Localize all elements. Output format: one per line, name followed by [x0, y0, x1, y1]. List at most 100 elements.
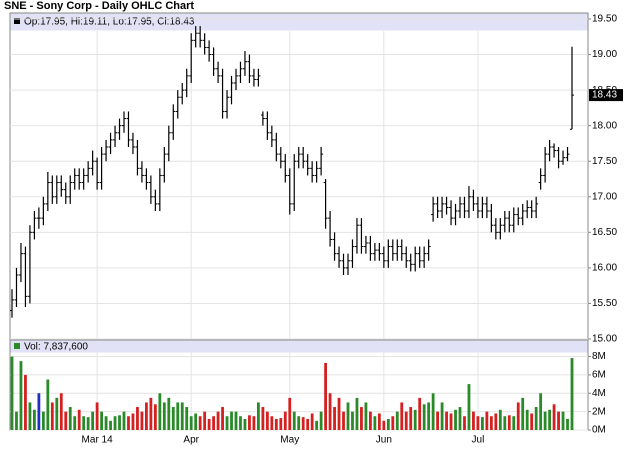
volume-bar	[203, 411, 207, 430]
y-tick-label: 4M	[592, 388, 606, 399]
price-legend-band	[10, 13, 588, 31]
volume-bar	[427, 402, 431, 430]
y-tick-label: 19.50	[592, 14, 617, 25]
volume-bar	[570, 358, 574, 430]
last-price-label: 18.43	[592, 90, 617, 101]
volume-bar	[516, 402, 520, 430]
volume-bar	[109, 420, 112, 430]
volume-bar	[503, 416, 507, 430]
marks	[10, 26, 574, 430]
volume-bar	[73, 416, 77, 430]
volume-bar	[301, 417, 305, 430]
volume-bar	[458, 407, 462, 430]
volume-bar	[476, 416, 480, 430]
x-tick-label: May	[280, 435, 299, 446]
volume-bar	[100, 411, 103, 430]
volume-bar	[525, 409, 529, 430]
volume-bar	[64, 411, 68, 430]
volume-bar	[207, 418, 211, 430]
volume-bar	[386, 418, 390, 430]
volume-bar	[10, 356, 14, 430]
volume-bar	[543, 411, 547, 430]
volume-bar	[68, 407, 72, 430]
volume-bar	[507, 415, 511, 430]
y-tick-label: 17.50	[592, 156, 617, 167]
volume-bar	[342, 411, 345, 430]
volume-bar	[436, 411, 439, 430]
volume-bar	[422, 404, 426, 430]
chart-title: SNE - Sony Corp - Daily OHLC Chart	[4, 0, 194, 12]
volume-bar	[360, 407, 363, 430]
volume-bar	[512, 416, 516, 430]
y-tick-label: 15.50	[592, 298, 617, 309]
x-tick-label: Jun	[376, 435, 392, 446]
volume-bar	[113, 416, 117, 430]
volume-bar	[167, 397, 171, 430]
volume-bar	[33, 409, 36, 430]
volume-bar	[176, 402, 180, 430]
y-tick-label: 0M	[592, 425, 606, 436]
volume-bar	[328, 393, 332, 430]
volume-bar	[369, 411, 372, 430]
volume-bar	[557, 411, 560, 430]
last-price-box	[589, 89, 623, 102]
volume-bar	[55, 397, 59, 430]
volume-bar	[400, 402, 404, 430]
volume-bar	[373, 416, 377, 430]
volume-bar	[288, 397, 292, 430]
volume-bar	[485, 411, 489, 430]
y-tick-label: 16.50	[592, 227, 617, 238]
volume-bar	[162, 402, 166, 430]
price-panel	[9, 12, 589, 340]
volume-bar	[122, 411, 126, 430]
volume-bar	[319, 411, 323, 430]
volume-bar	[404, 411, 408, 430]
volume-bar	[561, 411, 565, 430]
volume-bar	[315, 420, 319, 430]
volume-bar	[467, 384, 471, 430]
volume-bar	[413, 409, 417, 430]
volume-bar	[548, 409, 551, 430]
volume-bar	[270, 416, 274, 430]
volume-bar	[149, 397, 153, 430]
volume-bar	[194, 413, 198, 430]
volume-bar	[189, 416, 193, 430]
volume-bar	[91, 411, 95, 430]
volume-bar	[445, 411, 448, 430]
volume-bar	[19, 361, 23, 430]
price-legend: Op:17.95, Hi:19.11, Lo:17.95, Cl:18.43	[24, 17, 195, 28]
y-tick-label: 17.00	[592, 191, 617, 202]
volume-bar	[180, 402, 184, 430]
volume-bar	[140, 411, 144, 430]
volume-bar	[498, 409, 502, 430]
volume-bar	[225, 416, 229, 430]
volume-bar	[185, 407, 189, 430]
volume-bar	[153, 404, 157, 430]
volume-bar	[364, 402, 368, 430]
volume-bar	[333, 407, 336, 430]
volume-bar	[131, 413, 135, 430]
volume-bar	[440, 402, 444, 430]
y-tick-label: 15.00	[592, 334, 617, 345]
x-tick-label: Mar 14	[82, 435, 114, 446]
volume-bar	[118, 415, 121, 430]
y-tick-label: 16.00	[592, 263, 617, 274]
volume-bar	[382, 420, 386, 430]
volume-bar	[216, 411, 220, 430]
volume-bar	[28, 402, 32, 430]
volume-bar	[494, 413, 498, 430]
volume-bar	[274, 418, 278, 430]
volume-bar	[409, 407, 413, 430]
volume-bar	[324, 362, 327, 430]
volume-bar	[243, 418, 247, 430]
volume-bar	[310, 413, 314, 430]
volume-bar	[37, 393, 41, 430]
volume-bar	[127, 416, 130, 430]
volume-bar	[306, 418, 310, 430]
volume-bar	[82, 416, 86, 430]
volume-bar	[257, 402, 260, 430]
volume-bar	[230, 411, 233, 430]
legend-icon	[14, 18, 20, 24]
volume-legend-band	[10, 340, 588, 353]
